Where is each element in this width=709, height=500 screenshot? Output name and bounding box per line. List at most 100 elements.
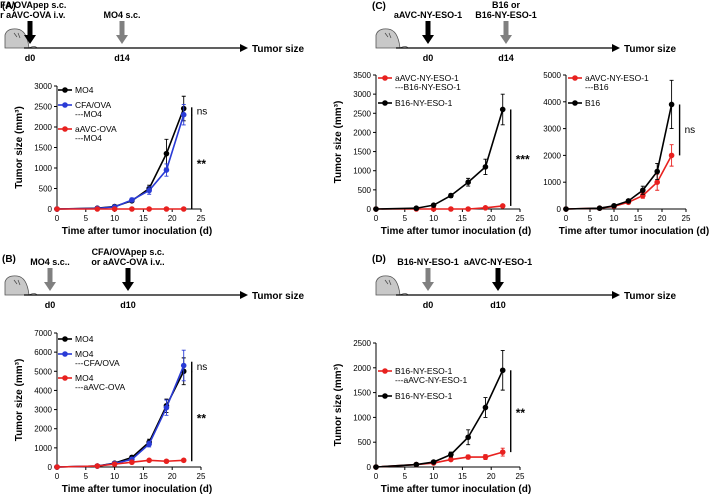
x-tick-label: 25 bbox=[682, 214, 691, 223]
y-tick-label: 0 bbox=[367, 205, 372, 214]
x-tick-label: 10 bbox=[429, 214, 438, 223]
data-point bbox=[482, 164, 489, 170]
chart-c-2: 0 5 10 15 20 25 0 1000 2000 3000 4000 5000 Time afte… bbox=[543, 71, 709, 237]
y-tick-label: 4000 bbox=[34, 386, 52, 395]
panel-label-c: (C) bbox=[372, 1, 386, 12]
legend-entry: MO4 bbox=[58, 334, 94, 344]
data-point bbox=[146, 187, 152, 194]
data-point bbox=[413, 205, 420, 212]
x-tick-label: 10 bbox=[110, 472, 119, 481]
legend-marker bbox=[62, 375, 68, 381]
x-tick-label: 15 bbox=[139, 214, 148, 223]
timeline-a: Tumor size CFA/OVApep s.c.or aAVC-OVA i.v… bbox=[0, 0, 304, 63]
significance-label: ns bbox=[197, 106, 208, 117]
event-label-line: CFA/OVApep s.c. bbox=[0, 0, 66, 10]
data-point bbox=[129, 459, 135, 466]
x-tick-label: 5 bbox=[84, 472, 89, 481]
mouse-whisker-icon bbox=[384, 279, 392, 286]
down-arrow-icon bbox=[500, 21, 512, 44]
legend-entry: B16-NY-ESO-1---aAVC-NY-ESO-1 bbox=[378, 366, 468, 385]
data-point bbox=[668, 101, 675, 108]
data-point bbox=[430, 459, 437, 465]
timeline-event-d0: aAVC-NY-ESO-1 d0 bbox=[394, 10, 462, 63]
legend-entry: B16-NY-ESO-1 bbox=[378, 98, 453, 108]
legend-marker bbox=[382, 100, 388, 106]
data-point bbox=[180, 111, 187, 118]
y-tick-label: 2500 bbox=[34, 103, 52, 112]
event-day-label: d14 bbox=[114, 53, 130, 63]
data-point bbox=[640, 187, 646, 194]
data-point bbox=[596, 205, 603, 211]
x-tick-label: 25 bbox=[197, 472, 206, 481]
legend-marker bbox=[62, 87, 68, 93]
event-label-line: MO4 s.c.. bbox=[30, 257, 70, 267]
x-tick-label: 15 bbox=[458, 472, 467, 481]
data-point bbox=[373, 464, 379, 470]
y-tick-label: 7000 bbox=[34, 329, 52, 338]
legend-label: B16 bbox=[585, 98, 600, 108]
x-tick-label: 5 bbox=[588, 214, 593, 223]
event-day-label: d0 bbox=[45, 300, 56, 310]
timeline-d: Tumor size B16-NY-ESO-1 d0 aAVC-NY-ESO-1 d10 bbox=[375, 257, 676, 310]
legend-marker bbox=[62, 126, 68, 132]
y-tick-label: 500 bbox=[39, 185, 53, 194]
series-B16-NY-ESO-1 bbox=[373, 93, 506, 212]
chart-b-1: 0 5 10 15 20 25 0 1000 2000 3000 4000 5000 6000 7000 T… bbox=[14, 329, 212, 495]
series-line bbox=[565, 104, 673, 210]
y-axis-label: Tumor size (mm³) bbox=[333, 101, 344, 184]
legend-marker bbox=[572, 100, 578, 106]
x-tick-label: 25 bbox=[516, 472, 525, 481]
legend-label: ---MO4 bbox=[75, 133, 102, 143]
event-label-line: aAVC-NY-ESO-1 bbox=[394, 10, 462, 20]
data-point bbox=[94, 463, 101, 469]
data-point bbox=[465, 454, 471, 460]
chart-d-1: 0 5 10 15 20 25 0 500 1000 1500 2000 2500 Time after… bbox=[333, 339, 531, 495]
mouse-whisker-icon bbox=[384, 32, 392, 39]
down-arrow-icon bbox=[24, 21, 36, 44]
panel-label-b: (B) bbox=[2, 254, 16, 265]
x-axis-label: Time after tumor inoculation (d) bbox=[62, 226, 212, 237]
mouse-whisker-icon bbox=[13, 32, 21, 39]
data-point bbox=[373, 206, 379, 212]
legend-label: MO4 bbox=[75, 334, 94, 344]
event-label-line: or aAVC-OVA i.v.. bbox=[91, 257, 164, 267]
legend-entry: aAVC-NY-ESO-1---B16-NY-ESO-1 bbox=[378, 73, 461, 92]
timeline-arrowhead-icon bbox=[240, 291, 248, 299]
timeline-c: Tumor size aAVC-NY-ESO-1 d0 B16 orB16-NY-ES… bbox=[375, 0, 676, 63]
y-tick-label: 6000 bbox=[34, 348, 52, 357]
y-tick-label: 2000 bbox=[543, 151, 561, 160]
y-tick-label: 0 bbox=[367, 463, 372, 472]
event-label-line: MO4 s.c. bbox=[103, 10, 140, 20]
y-tick-label: 1000 bbox=[353, 413, 371, 422]
mouse-whisker-icon bbox=[13, 279, 21, 286]
x-tick-label: 15 bbox=[139, 472, 148, 481]
data-point bbox=[448, 192, 454, 199]
y-tick-label: 0 bbox=[48, 205, 53, 214]
timeline-end-label: Tumor size bbox=[624, 44, 676, 55]
x-tick-label: 15 bbox=[458, 214, 467, 223]
significance-annotation: ** bbox=[191, 371, 206, 462]
x-tick-label: 20 bbox=[168, 214, 177, 223]
timeline-arrowhead-icon bbox=[240, 44, 248, 52]
series-MO4---aAVC-OVA bbox=[54, 457, 187, 470]
x-tick-label: 20 bbox=[658, 214, 667, 223]
x-tick-label: 5 bbox=[403, 214, 408, 223]
significance-annotation: ns bbox=[191, 361, 207, 373]
mouse-icon bbox=[375, 28, 409, 49]
timeline-end-label: Tumor size bbox=[252, 44, 304, 55]
legend-label: CFA/OVA bbox=[75, 100, 112, 110]
data-point bbox=[465, 206, 471, 212]
x-tick-label: 0 bbox=[374, 214, 379, 223]
y-tick-label: 0 bbox=[557, 205, 562, 214]
data-point bbox=[129, 197, 135, 203]
data-point bbox=[146, 206, 152, 212]
legend-label: ---aAVC-OVA bbox=[75, 382, 126, 392]
data-point bbox=[482, 404, 489, 411]
data-point bbox=[163, 150, 170, 157]
chart-a-1: 0 5 10 15 20 25 0 500 1000 1500 2000 2500 3000 Time a… bbox=[14, 82, 212, 237]
timeline-event-d14: MO4 s.c. d14 bbox=[103, 10, 140, 63]
data-point bbox=[448, 456, 454, 463]
legend-label: ---B16-NY-ESO-1 bbox=[395, 82, 461, 92]
